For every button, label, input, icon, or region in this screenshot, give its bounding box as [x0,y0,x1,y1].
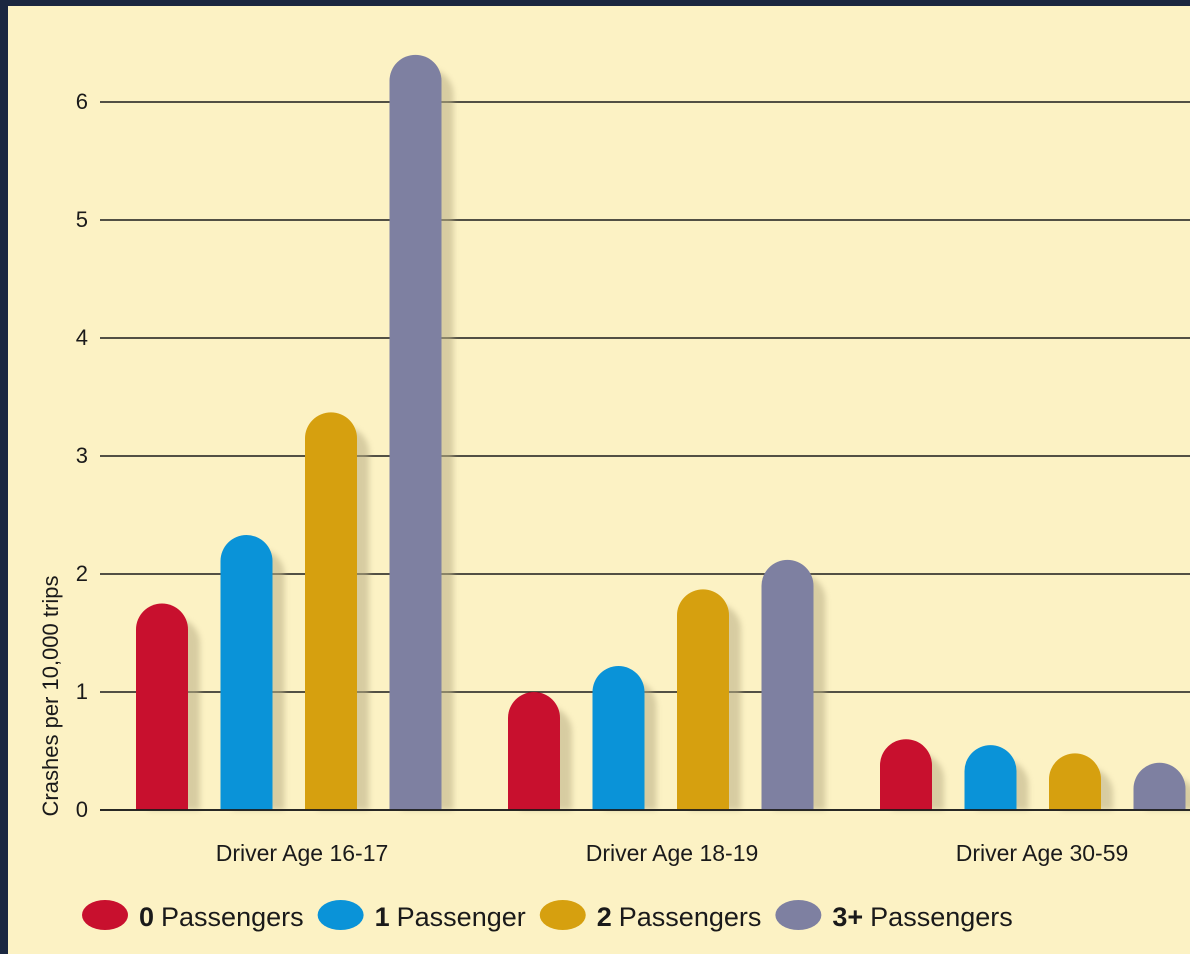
bar-1-2 [220,535,273,810]
legend-item: 3+ Passengers [775,900,1013,932]
legend-label: 0 Passengers [139,902,304,932]
bar-2-2 [592,666,645,810]
category-label: Driver Age 30-59 [956,840,1129,866]
bar-3-1 [880,739,932,810]
category-label: Driver Age 16-17 [216,840,389,866]
legend: 0 Passengers 1 Passenger 2 Passengers 3+ Passen… [82,900,1013,932]
bar-1-3 [305,412,357,810]
bar-3-4 [1133,762,1186,810]
bar-1-4 [389,54,442,811]
legend-item: 1 Passenger [317,900,526,932]
legend-swatch [539,900,586,930]
bar-2-3 [677,589,729,810]
y-axis-label: Crashes per 10,000 trips [38,576,63,817]
chart-panel: 0 1 2 3 4 5 6 Crashes per 10,000 trips Driver … [8,6,1190,954]
legend-label: 2 Passengers [597,902,762,932]
category-label: Driver Age 18-19 [586,840,759,866]
legend-label: 1 Passenger [375,902,526,932]
bars [100,54,1190,811]
category-labels: Driver Age 16-17 Driver Age 18-19 Driver A… [216,840,1129,866]
y-tick-label: 0 [76,797,88,822]
bar-2-4 [761,559,814,810]
legend-label: 3+ Passengers [832,902,1012,932]
legend-item: 0 Passengers [82,900,304,932]
y-tick-label: 1 [76,679,88,704]
chart: 0 1 2 3 4 5 6 Crashes per 10,000 trips Driver … [38,54,1190,932]
y-tick-label: 2 [76,561,88,586]
bar-2-1 [508,692,560,810]
y-tick-label: 3 [76,443,88,468]
bar-shadows [148,68,1190,811]
y-tick-label: 5 [76,207,88,232]
bar-3-3 [1049,753,1101,810]
legend-item: 2 Passengers [539,900,762,932]
bar-1-1 [136,603,188,810]
y-tick-label: 6 [76,89,88,114]
y-tick-labels: 0 1 2 3 4 5 6 [76,89,88,822]
legend-swatch [82,900,128,930]
legend-swatch [775,900,822,930]
legend-swatch [317,900,364,930]
bar-3-2 [964,745,1017,810]
y-tick-label: 4 [76,325,88,350]
